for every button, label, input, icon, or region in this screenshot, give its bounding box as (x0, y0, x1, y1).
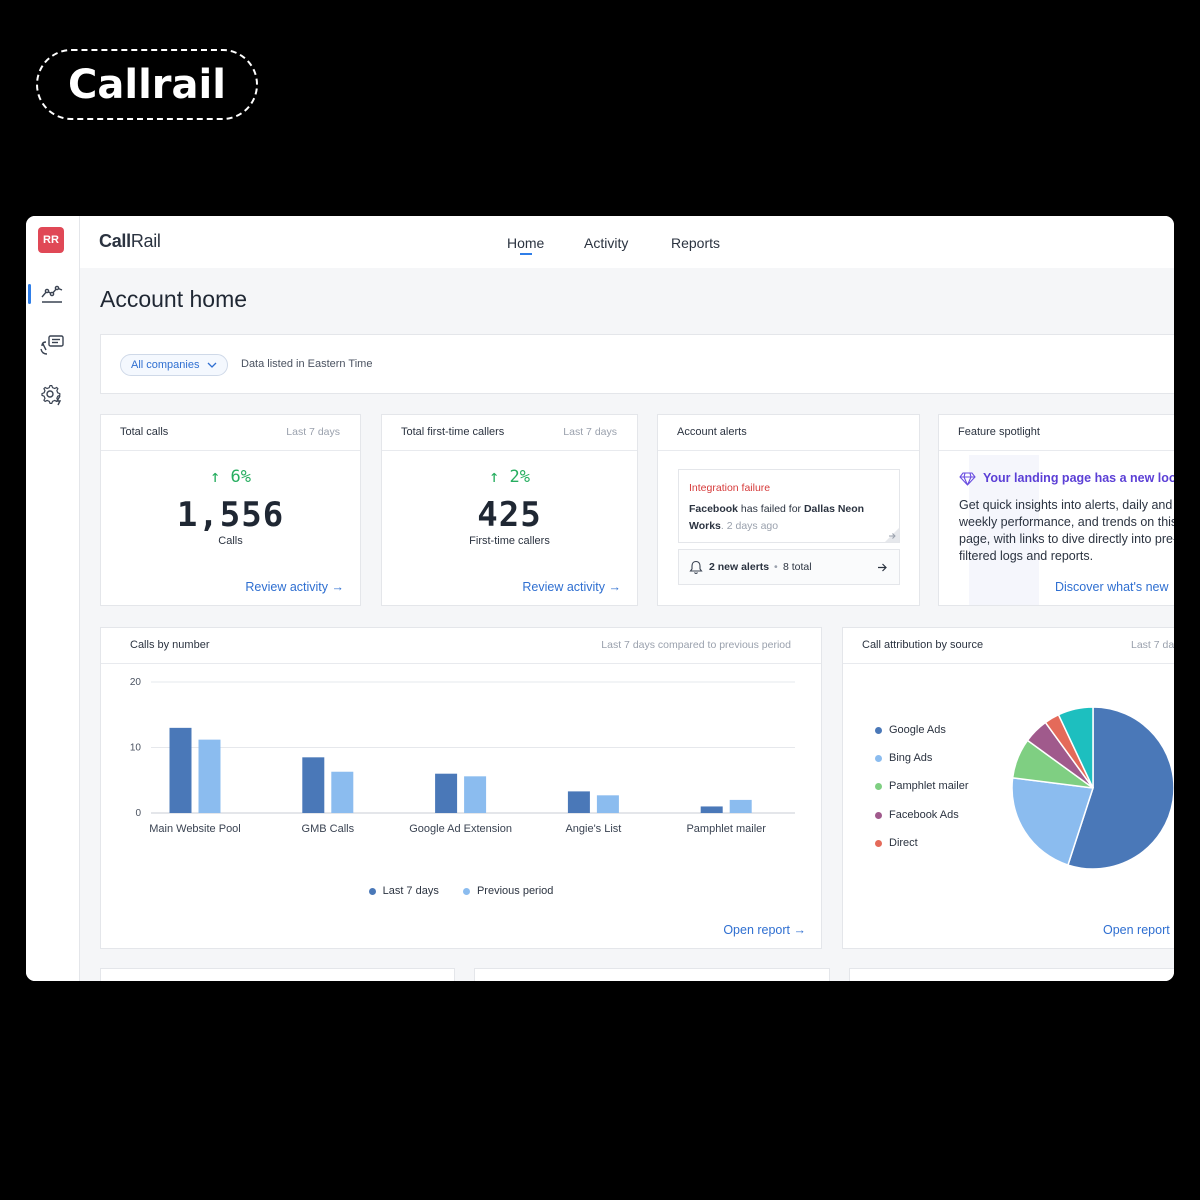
trend-up-delta: ↑ 2% (489, 467, 530, 487)
card-title: Total first-time callers (401, 426, 505, 438)
y-tick-label: 20 (130, 677, 142, 688)
x-tick-label: Pamphlet mailer (686, 823, 766, 835)
bar-last-7-days (435, 773, 458, 813)
bar-previous-period (729, 799, 752, 813)
pie-slice-other (1057, 706, 1094, 789)
nav-active-underline (520, 253, 532, 255)
review-activity-link[interactable]: Review activity → (522, 580, 621, 594)
company-select[interactable]: All companies (120, 354, 229, 376)
calls-by-number-card: Calls by number Last 7 days compared to … (100, 627, 822, 949)
arrow-right-icon (889, 533, 896, 539)
alert-message: Facebook has failed for Dallas Neon Work… (689, 503, 865, 532)
trend-up-delta: ↑ 6% (210, 467, 251, 487)
pie-slice-google-ads (1067, 706, 1174, 870)
card-title: Feature spotlight (958, 426, 1040, 438)
bar-previous-period (464, 776, 487, 813)
calls-by-number-chart: 0 10 20 Main Website Pool GMB Calls Google Ad… (130, 677, 795, 835)
bar-last-7-days (700, 806, 723, 813)
bar-last-7-days (567, 791, 590, 813)
y-tick-label: 0 (135, 808, 141, 819)
total-calls-label: Calls (218, 535, 243, 547)
pie-legend-direct[interactable]: Direct (875, 837, 918, 849)
spotlight-body: Get quick insights into alerts, daily an… (959, 498, 1174, 563)
diamond-icon (959, 472, 976, 486)
nav-reports[interactable]: Reports (671, 235, 721, 251)
x-tick-label: GMB Calls (302, 823, 355, 835)
card-period: Last 7 days compared to previous period (601, 639, 791, 651)
settings-icon[interactable] (39, 382, 65, 408)
review-activity-link[interactable]: Review activity → (245, 580, 344, 594)
timezone-note: Data listed in Eastern Time (241, 358, 373, 370)
bar-last-7-days (169, 727, 192, 813)
analytics-icon[interactable] (39, 281, 65, 307)
legend-last-7-days[interactable]: Last 7 days (368, 885, 439, 897)
x-tick-label: Main Website Pool (149, 823, 241, 835)
integration-failure-alert[interactable]: Integration failure Facebook has failed … (678, 469, 900, 543)
total-calls-card: Total calls Last 7 days ↑ 6% 1,556 Calls… (100, 414, 361, 606)
card-period: Last 7 days (286, 426, 340, 438)
call-attribution-card: Call attribution by source Last 7 days G… (842, 627, 1174, 949)
bar-previous-period (331, 771, 354, 813)
feature-spotlight-card: Feature spotlight Your landing page has … (938, 414, 1174, 606)
new-alerts-count: 2 new alerts (709, 561, 770, 573)
first-time-callers-value: 425 (477, 495, 542, 535)
pie-legend-bing-ads[interactable]: Bing Ads (875, 752, 932, 764)
card-title: Calls by number (130, 639, 210, 651)
chevron-down-icon (208, 362, 217, 368)
bar-previous-period (198, 739, 221, 813)
sidebar: RR (26, 216, 80, 981)
page-title: Account home (100, 286, 248, 312)
calls-messages-icon[interactable] (39, 332, 65, 358)
company-select-value: All companies (131, 359, 200, 371)
alerts-summary-row[interactable]: 2 new alerts • 8 total (678, 549, 900, 585)
call-attribution-pie-chart (1011, 706, 1174, 870)
spotlight-headline[interactable]: Your landing page has a new look (983, 471, 1174, 485)
nav-activity[interactable]: Activity (584, 235, 629, 251)
arrow-right-icon (878, 563, 887, 572)
chart-legend: Last 7 days Previous period (101, 885, 821, 897)
pie-slice-bing-ads (1011, 777, 1094, 866)
legend-previous-period[interactable]: Previous period (462, 885, 553, 897)
discover-whats-new-link[interactable]: Discover what's new → (1055, 580, 1174, 594)
decorative-background (969, 455, 1039, 605)
next-row-card (474, 968, 830, 981)
total-calls-value: 1,556 (176, 495, 285, 535)
card-period: Last 7 days (563, 426, 617, 438)
filter-bar: All companies Data listed in Eastern Tim… (100, 334, 1174, 394)
callrail-logo[interactable]: CallRail (99, 231, 161, 251)
x-tick-label: Angie's List (565, 823, 621, 835)
open-report-link[interactable]: Open report → (723, 923, 806, 937)
pie-legend-google-ads[interactable]: Google Ads (875, 724, 946, 736)
sidebar-active-indicator (28, 284, 31, 304)
nav-home[interactable]: Home (507, 235, 545, 251)
next-row-card (849, 968, 1174, 981)
pie-legend-facebook-ads[interactable]: Facebook Ads (875, 809, 959, 821)
page-fold-icon (885, 528, 899, 542)
total-alerts-count: 8 total (783, 561, 812, 573)
bell-icon (689, 560, 703, 575)
card-title: Total calls (120, 426, 169, 438)
y-tick-label: 10 (130, 743, 142, 754)
open-report-link[interactable]: Open report → (1103, 923, 1174, 937)
pie-legend-pamphlet-mailer[interactable]: Pamphlet mailer (875, 780, 968, 792)
alert-title: Integration failure (689, 482, 771, 494)
card-title: Call attribution by source (862, 639, 984, 651)
x-tick-label: Google Ad Extension (409, 823, 512, 835)
first-time-callers-card: Total first-time callers Last 7 days ↑ 2… (381, 414, 638, 606)
app-window: RR CallRail Home (26, 216, 1174, 981)
top-navigation: CallRail Home Activity Reports (80, 216, 1174, 268)
account-alerts-card: Account alerts Integration failure Faceb… (657, 414, 920, 606)
card-title: Account alerts (677, 426, 747, 438)
brand-label: Callrail (36, 49, 258, 120)
bar-previous-period (596, 795, 619, 813)
card-period: Last 7 days (1131, 639, 1174, 651)
avatar[interactable]: RR (38, 227, 64, 253)
next-row-card (100, 968, 455, 981)
bar-last-7-days (302, 757, 325, 813)
separator-dot: • (774, 561, 778, 573)
first-time-callers-label: First-time callers (469, 535, 550, 547)
